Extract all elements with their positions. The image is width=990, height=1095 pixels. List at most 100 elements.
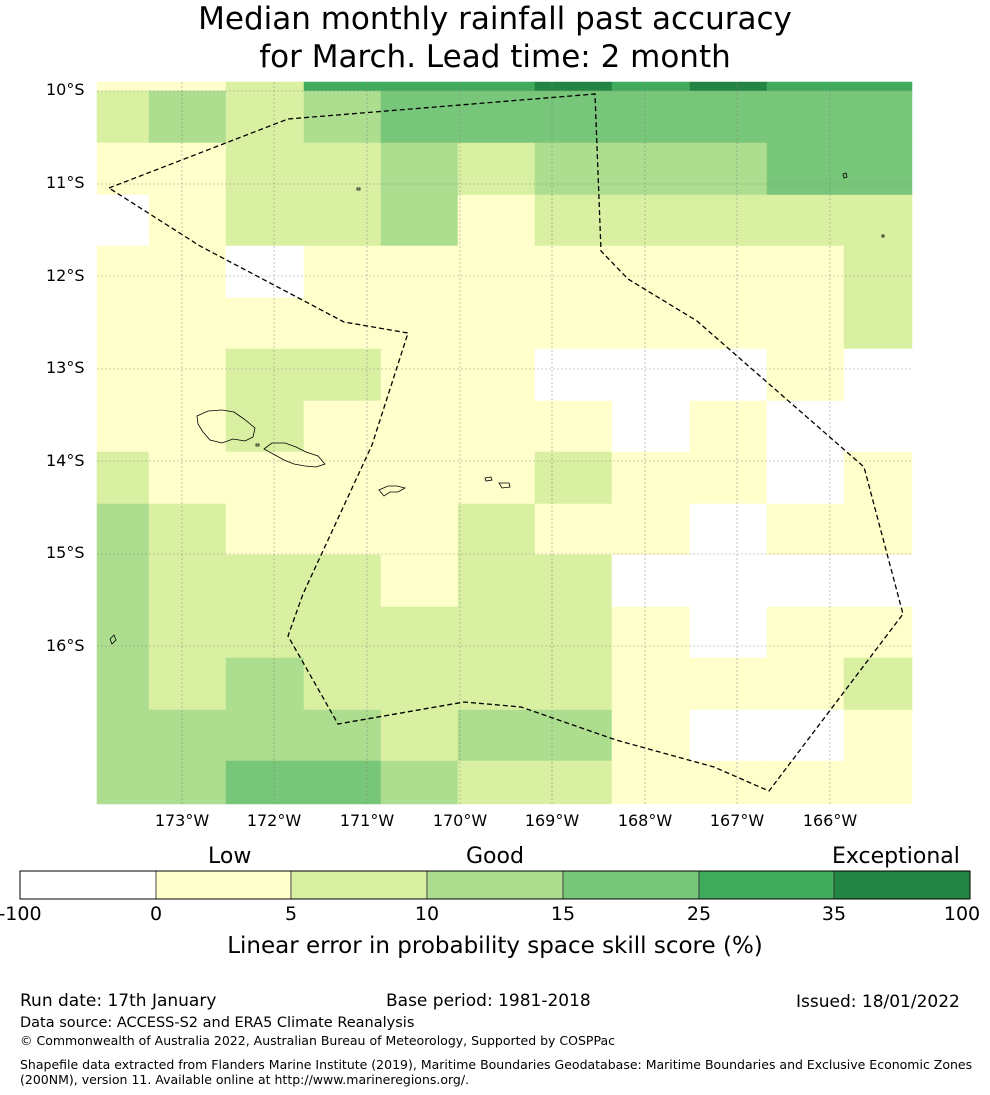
skill-cell [96,90,150,144]
colorbar-tick-minus100: -100 [0,903,42,925]
shapefile-credit-line-1: Shapefile data extracted from Flanders M… [20,1057,973,1072]
colorbar-category-low: Low [208,844,252,869]
skill-cell [148,348,227,402]
lon-label-169w: 169°W [524,811,580,830]
colorbar-swatch [698,870,835,900]
skill-cell [766,709,845,762]
skill-cell [611,657,691,711]
skill-cell [225,348,305,402]
skill-cell [689,503,768,556]
skill-cell [689,90,768,144]
skill-cell [766,554,845,608]
skill-cell [225,606,305,659]
skill-cell [689,81,768,92]
island-outline [263,442,326,468]
skill-cell [534,709,613,762]
skill-cell [303,81,382,92]
colorbar-swatch [426,870,564,900]
base-period: Base period: 1981-2018 [386,991,591,1011]
skill-cell [766,400,845,453]
skill-cell [96,606,150,659]
skill-cell [689,348,768,402]
island-outline [842,172,848,179]
skill-cell [611,90,691,144]
skill-grid [96,81,913,805]
skill-cell [96,554,150,608]
skill-cell [843,657,913,711]
skill-cell [843,142,913,196]
lon-label-166w: 166°W [802,811,858,830]
skill-cell [457,709,536,762]
skill-cell [534,554,613,608]
skill-cell [225,90,305,144]
skill-cell [843,90,913,144]
skill-cell [611,554,691,608]
skill-cell [225,297,305,350]
skill-cell [766,760,845,805]
island-outline [484,476,493,482]
skill-cell [225,554,305,608]
skill-cell [534,760,613,805]
skill-cell [96,142,150,196]
skill-cell [766,348,845,402]
skill-cell [689,709,768,762]
skill-cell [96,400,150,453]
island-outline [356,187,361,191]
lon-label-170w: 170°W [432,811,488,830]
skill-cell [534,297,613,350]
skill-cell [766,194,845,247]
skill-cell [303,194,382,247]
lat-label-15s: 15°S [46,543,85,562]
skill-cell [766,451,845,505]
skill-cell [457,194,536,247]
skill-cell [457,554,536,608]
skill-cell [843,554,913,608]
skill-cell [457,297,536,350]
skill-cell [148,245,227,299]
skill-cell [843,194,913,247]
skill-cell [457,451,536,505]
skill-cell [380,297,459,350]
island-outline [881,234,885,238]
skill-cell [225,709,305,762]
skill-cell [380,554,459,608]
colorbar-label: Linear error in probability space skill … [227,933,763,959]
skill-cell [303,709,382,762]
lat-label-12s: 12°S [46,266,85,285]
skill-cell [457,142,536,196]
skill-cell [303,142,382,196]
skill-cell [611,142,691,196]
eez-boundary-line [107,93,904,792]
skill-cell [148,142,227,196]
skill-cell [96,297,150,350]
skill-cell [766,245,845,299]
skill-cell [225,760,305,805]
island-outline [378,485,407,497]
island-outline [498,482,511,489]
skill-cell [303,451,382,505]
skill-cell [843,451,913,505]
skill-cell [611,709,691,762]
colorbar-swatch [19,870,157,900]
skill-cell [457,245,536,299]
skill-cell [457,348,536,402]
skill-cell [303,554,382,608]
skill-cell [689,606,768,659]
lon-label-171w: 171°W [339,811,395,830]
eez-boundary [107,93,904,792]
skill-cell [611,760,691,805]
skill-cell [689,554,768,608]
lon-label-167w: 167°W [709,811,765,830]
skill-cell [380,606,459,659]
issued-date: Issued: 18/01/2022 [796,992,960,1012]
skill-cell [457,606,536,659]
skill-cell [96,245,150,299]
skill-cell [148,606,227,659]
skill-cell [148,657,227,711]
skill-cell [457,90,536,144]
skill-cell [457,400,536,453]
title-line-1: Median monthly rainfall past accuracy [198,1,792,37]
skill-cell [843,760,913,805]
colorbar-tick-15: 15 [550,903,576,925]
